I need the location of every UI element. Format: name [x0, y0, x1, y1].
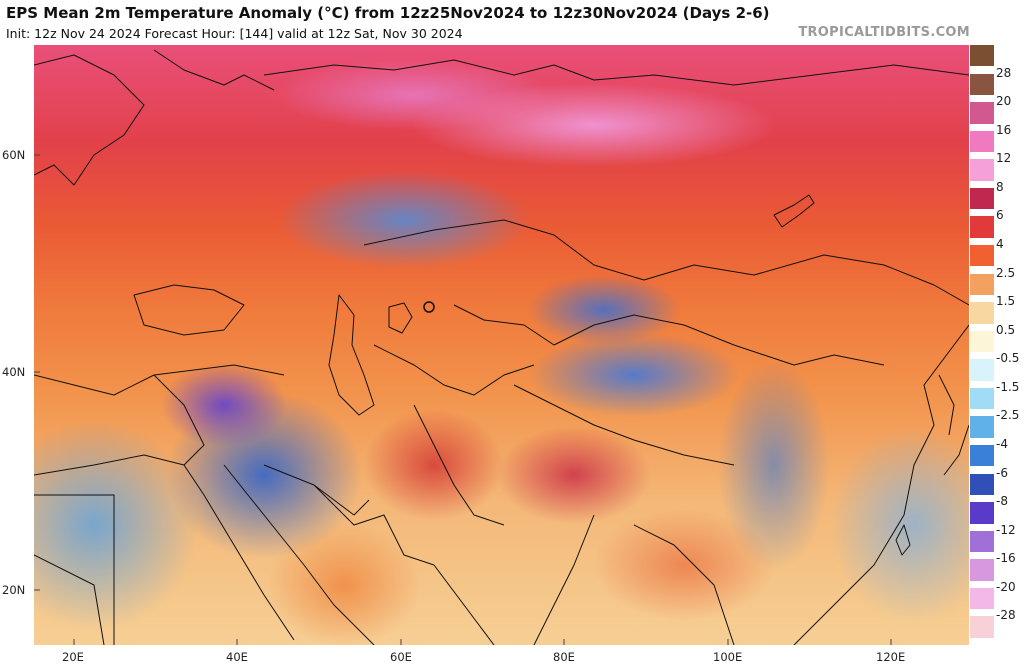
- colorbar-swatch: [970, 73, 994, 95]
- colorbar: [970, 45, 994, 645]
- colorbar-label: 1.5: [996, 294, 1016, 309]
- colorbar-swatch: [970, 102, 994, 124]
- lon-label-40e: 40E: [226, 650, 248, 664]
- colorbar-label: -8: [996, 494, 1008, 509]
- colorbar-label: -12: [996, 522, 1016, 537]
- lat-label-40n: 40N: [2, 365, 26, 379]
- colorbar-swatch: [970, 530, 994, 553]
- colorbar-swatch: [970, 330, 994, 353]
- temperature-anomaly-map: [34, 45, 969, 645]
- colorbar-swatch: [970, 216, 994, 238]
- map-subtitle: Init: 12z Nov 24 2024 Forecast Hour: [14…: [6, 26, 463, 41]
- colorbar-swatch: [970, 359, 994, 381]
- colorbar-swatch: [970, 502, 994, 524]
- colorbar-label: 16: [996, 122, 1012, 137]
- colorbar-swatch: [970, 616, 994, 638]
- colorbar-label: -4: [996, 437, 1008, 451]
- colorbar-label: -20: [996, 579, 1016, 594]
- colorbar-label: -1.5: [996, 379, 1020, 394]
- colorbar-swatch: [970, 273, 994, 295]
- colorbar-swatch: [970, 559, 994, 581]
- colorbar-label: -16: [996, 551, 1016, 566]
- colorbar-label: 4: [996, 237, 1004, 251]
- colorbar-swatch: [970, 387, 994, 410]
- lon-label-20e: 20E: [62, 650, 84, 664]
- colorbar-swatch: [970, 473, 994, 495]
- lon-label-100e: 100E: [713, 650, 743, 664]
- lat-label-60n: 60N: [2, 148, 26, 162]
- colorbar-label: 20: [996, 94, 1012, 109]
- colorbar-label: -6: [996, 465, 1008, 480]
- source-credit: TROPICALTIDBITS.COM: [798, 25, 970, 40]
- colorbar-label: 28: [996, 65, 1012, 80]
- colorbar-label: -28: [996, 608, 1016, 623]
- colorbar-swatch: [970, 302, 994, 324]
- colorbar-swatch: [970, 587, 994, 610]
- colorbar-swatch: [970, 45, 994, 67]
- lon-label-120e: 120E: [876, 650, 906, 664]
- colorbar-label: 12: [996, 151, 1012, 166]
- colorbar-swatch: [970, 416, 994, 438]
- lat-label-20n: 20N: [2, 583, 26, 597]
- map-title: EPS Mean 2m Temperature Anomaly (°C) fro…: [6, 4, 770, 22]
- colorbar-label: 0.5: [996, 322, 1016, 337]
- colorbar-swatch: [970, 130, 994, 153]
- colorbar-swatch: [970, 445, 994, 467]
- colorbar-label: 8: [996, 179, 1004, 194]
- map-borders: [34, 49, 969, 645]
- colorbar-label: -0.5: [996, 351, 1020, 366]
- colorbar-label: -2.5: [996, 408, 1020, 423]
- colorbar-label: 6: [996, 208, 1004, 223]
- colorbar-swatch: [970, 159, 994, 181]
- lon-label-60e: 60E: [390, 650, 412, 664]
- colorbar-swatch: [970, 245, 994, 267]
- colorbar-label: 2.5: [996, 265, 1016, 280]
- lon-label-80e: 80E: [553, 650, 575, 664]
- colorbar-swatch: [970, 187, 994, 210]
